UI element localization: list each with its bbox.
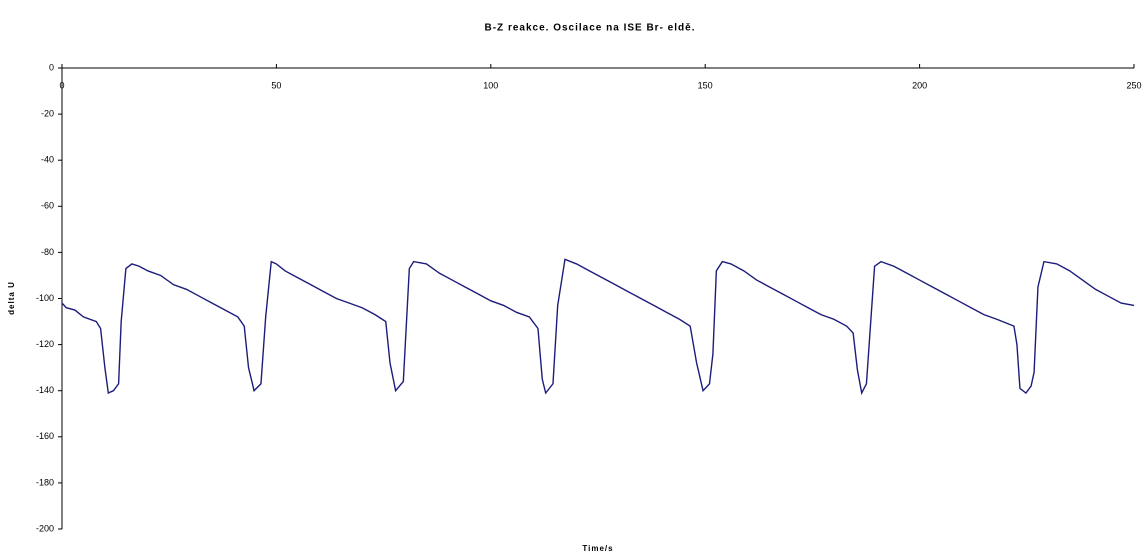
y-tick-label: -40 [41, 155, 54, 165]
x-tick-label: 250 [1126, 80, 1141, 90]
y-tick-label: -200 [36, 523, 54, 533]
y-tick-label: -180 [36, 477, 54, 487]
y-tick-label: -100 [36, 293, 54, 303]
x-tick-label: 150 [698, 80, 713, 90]
y-tick-label: -60 [41, 201, 54, 211]
chart-title: B-Z reakce. Oscilace na ISE Br- eldě. [485, 23, 696, 34]
y-tick-label: -120 [36, 339, 54, 349]
x-tick-label: 200 [912, 80, 927, 90]
x-tick-label: 50 [271, 80, 281, 90]
y-tick-label: 0 [49, 62, 54, 72]
x-tick-label: 100 [483, 80, 498, 90]
y-tick-label: -140 [36, 385, 54, 395]
y-tick-label: -80 [41, 247, 54, 257]
y-axis-label: delta U [7, 281, 16, 315]
data-line [61, 258, 1135, 396]
x-axis-label: Time/s [582, 544, 613, 553]
y-tick-label: -160 [36, 431, 54, 441]
x-tick-label: 0 [59, 80, 64, 90]
y-tick-label: -20 [41, 108, 54, 118]
